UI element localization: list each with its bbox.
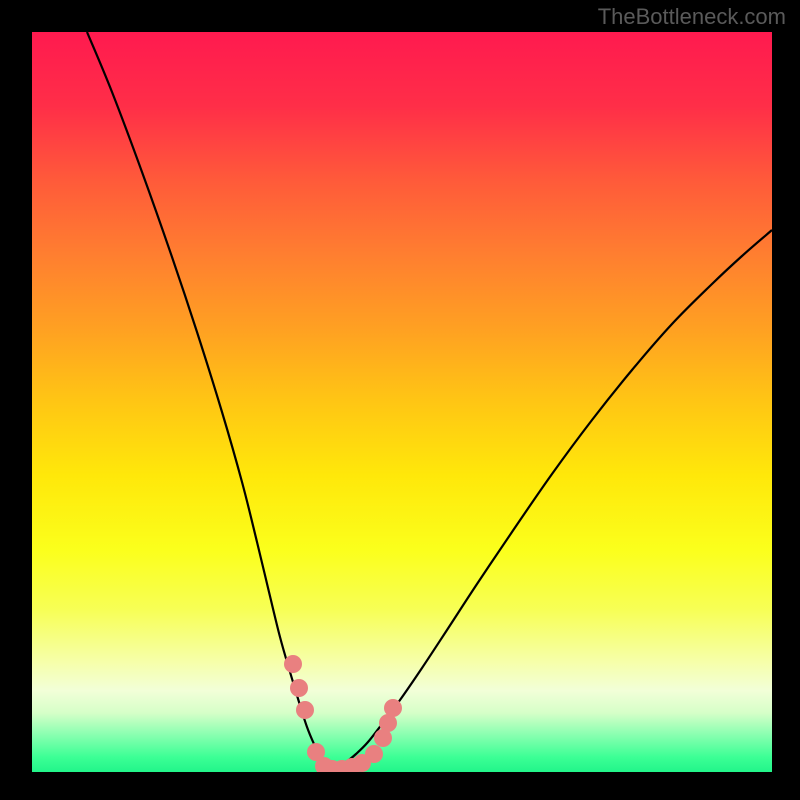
data-markers [284,655,402,772]
data-marker [296,701,314,719]
curve-right [332,230,772,768]
data-marker [365,745,383,763]
data-marker [284,655,302,673]
plot-area [32,32,772,772]
data-marker [290,679,308,697]
data-marker [384,699,402,717]
chart-overlay [32,32,772,772]
watermark-text: TheBottleneck.com [598,4,786,30]
